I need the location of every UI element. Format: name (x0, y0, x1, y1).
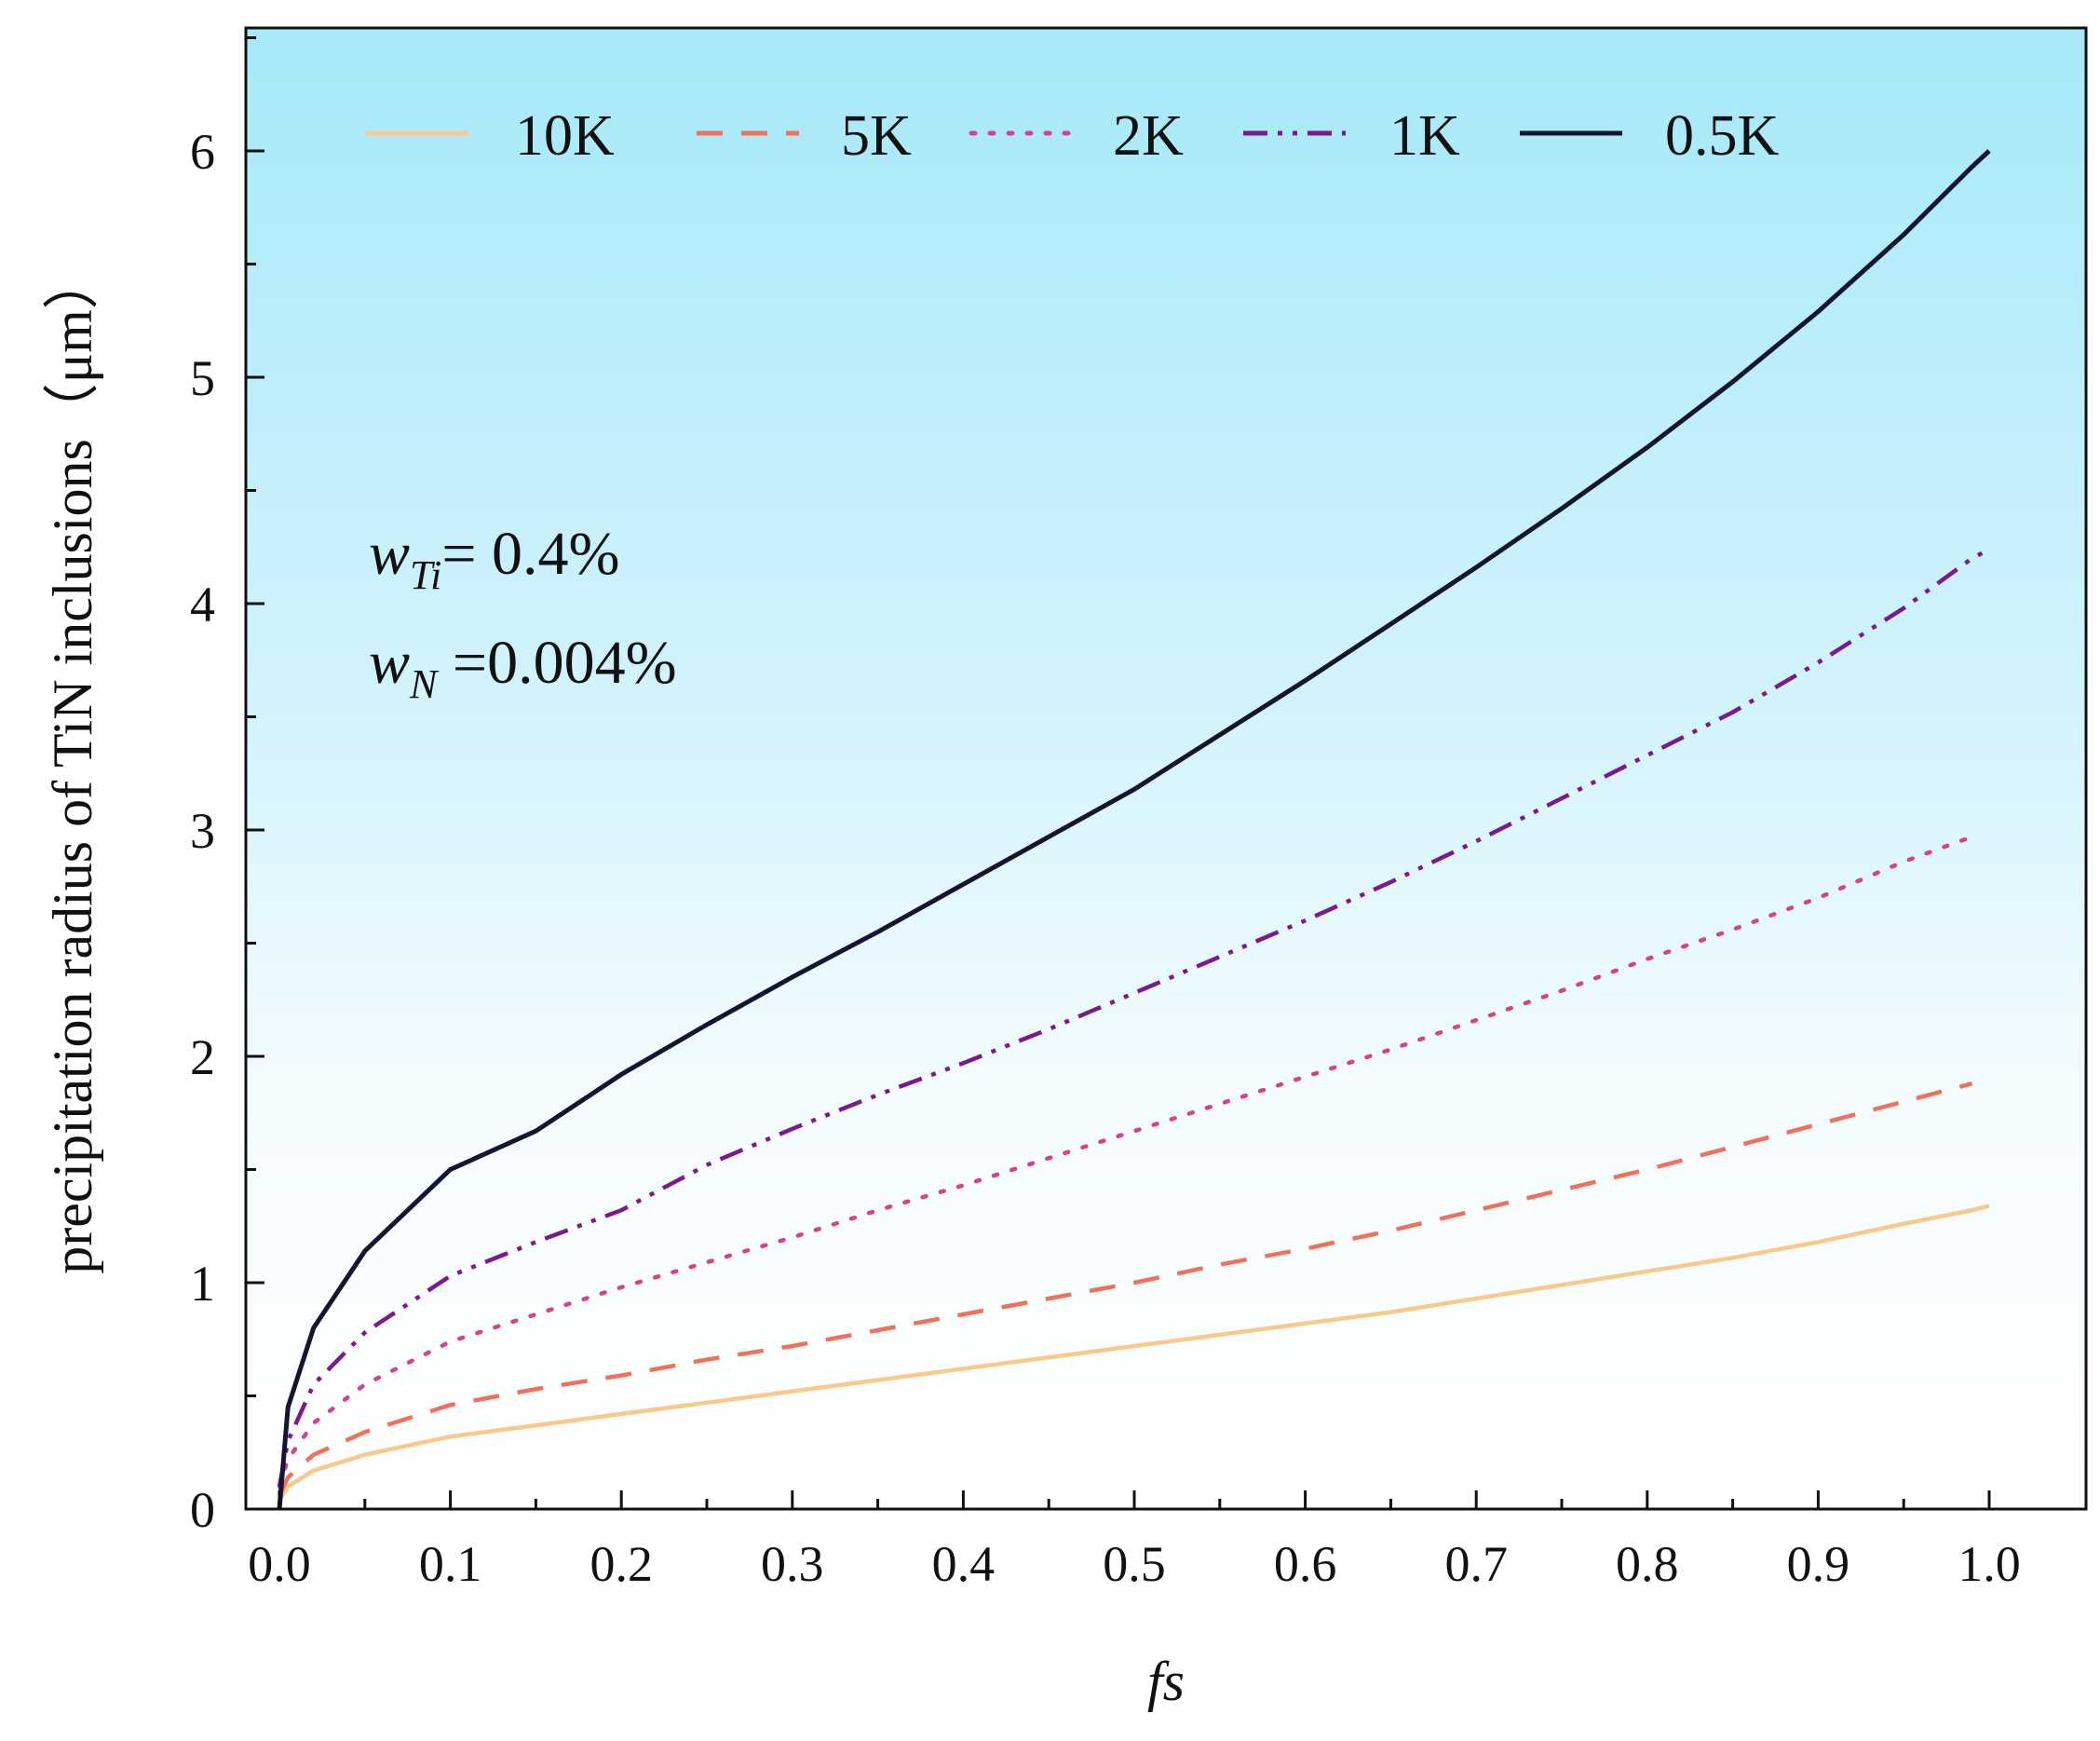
x-tick-label: 0.9 (1787, 1536, 1850, 1592)
x-tick-label: 0.2 (589, 1536, 653, 1592)
series-line-10k (278, 1204, 1990, 1502)
tick-layer: 0.0 0.1 0.2 0.3 0.4 0.5 0.6 0.7 0.8 0.9 1.0 0 1 2 3 4 5 6 (190, 36, 2021, 1592)
series-line-0-5k (277, 149, 1991, 1510)
annotation-n-var: w (369, 629, 410, 697)
x-tick-label: 0.8 (1616, 1536, 1679, 1592)
x-tick-label: 0.1 (419, 1536, 482, 1592)
y-tick-label: 3 (190, 803, 215, 859)
annotation-ti-sub: Ti (410, 552, 441, 598)
series-line-5k (277, 1081, 1973, 1497)
legend: 10K 5K 2K 1K 0.5K (366, 104, 1780, 168)
series-line-1k (277, 547, 1991, 1488)
y-tick-label: 5 (190, 350, 215, 406)
legend-label-0-5k: 0.5K (1665, 104, 1780, 168)
plot-frame (244, 26, 2088, 1511)
series-line-2k (277, 835, 1974, 1489)
legend-label-5k: 5K (841, 104, 912, 168)
x-tick-label: 0.5 (1103, 1536, 1166, 1592)
y-tick-label: 2 (190, 1029, 215, 1085)
annotation-ti: wTi= 0.4% (369, 520, 620, 598)
x-tick-label: 0.7 (1444, 1536, 1508, 1592)
x-tick-label: 1.0 (1958, 1536, 2021, 1592)
y-tick-label: 1 (190, 1256, 215, 1312)
y-tick-label: 4 (190, 577, 215, 632)
legend-label-10k: 10K (515, 104, 615, 168)
annotation-n-value: =0.004% (437, 629, 676, 697)
x-axis-title: fs (1147, 1651, 1185, 1712)
annotation-n-sub: N (409, 661, 440, 707)
x-tick-label: 0.6 (1274, 1536, 1337, 1592)
annotation-ti-var: w (369, 520, 410, 588)
legend-label-1k: 1K (1389, 104, 1460, 168)
x-tick-label: 0.4 (932, 1536, 996, 1592)
y-axis-title: precipitation radius of TiN inclusions（μ… (42, 253, 103, 1273)
composition-annotation: wTi= 0.4% wN =0.004% (369, 520, 677, 707)
y-tick-label: 6 (190, 124, 215, 180)
series-layer (277, 149, 1991, 1510)
annotation-ti-value: = 0.4% (441, 520, 619, 588)
x-tick-label: 0.3 (761, 1536, 824, 1592)
annotation-n: wN =0.004% (369, 629, 677, 707)
y-tick-label: 0 (190, 1482, 215, 1538)
x-tick-label: 0.0 (248, 1536, 311, 1592)
legend-label-2k: 2K (1113, 104, 1184, 168)
